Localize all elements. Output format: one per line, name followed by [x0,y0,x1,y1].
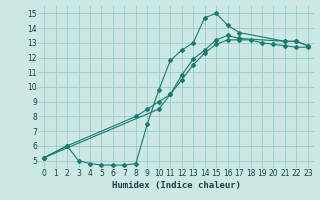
X-axis label: Humidex (Indice chaleur): Humidex (Indice chaleur) [111,181,241,190]
